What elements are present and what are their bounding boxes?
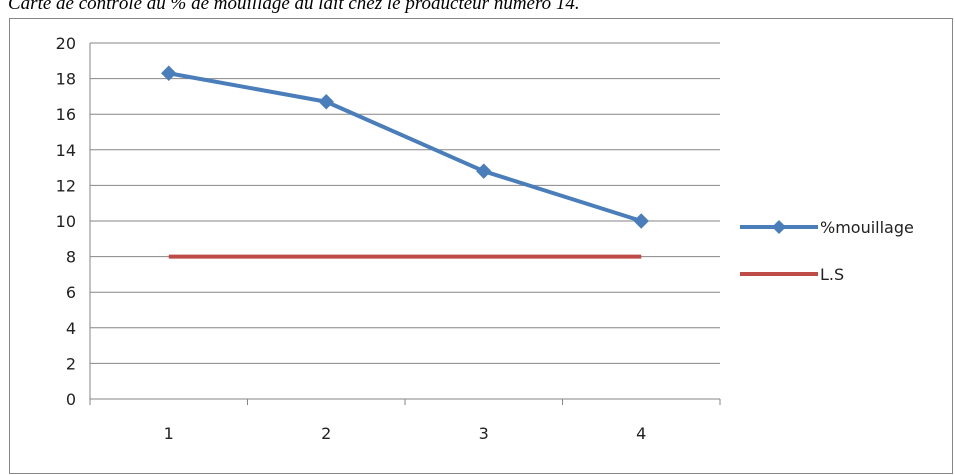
y-tick-label: 10	[56, 212, 76, 231]
y-tick-label: 20	[56, 34, 76, 53]
chart-caption: Carte de contrôle du % de mouillage du l…	[8, 0, 580, 14]
y-tick-label: 0	[66, 390, 76, 409]
data-point	[476, 163, 492, 179]
x-tick-label: 3	[479, 424, 489, 443]
x-tick-label: 2	[321, 424, 331, 443]
legend-label: %mouillage	[820, 218, 914, 237]
series-line	[168, 71, 642, 223]
y-tick-label: 2	[66, 354, 76, 373]
y-tick-label: 18	[56, 70, 76, 89]
x-tick-label: 1	[164, 424, 174, 443]
data-point	[318, 94, 334, 110]
x-tick-label: 4	[636, 424, 646, 443]
legend-marker	[772, 220, 786, 234]
data-point	[633, 213, 649, 229]
data-point	[161, 65, 177, 81]
y-tick-label: 14	[56, 141, 76, 160]
y-tick-label: 8	[66, 248, 76, 267]
chart-frame: 0 2 4 6 8 10 12 14 16 18 20 1 2 3 4 %mouillage L.S	[9, 18, 953, 474]
y-tick-label: 4	[66, 319, 76, 338]
y-tick-label: 6	[66, 283, 76, 302]
y-tick-label: 12	[56, 176, 76, 195]
y-tick-label: 16	[56, 105, 76, 124]
legend-label: L.S	[820, 265, 844, 284]
